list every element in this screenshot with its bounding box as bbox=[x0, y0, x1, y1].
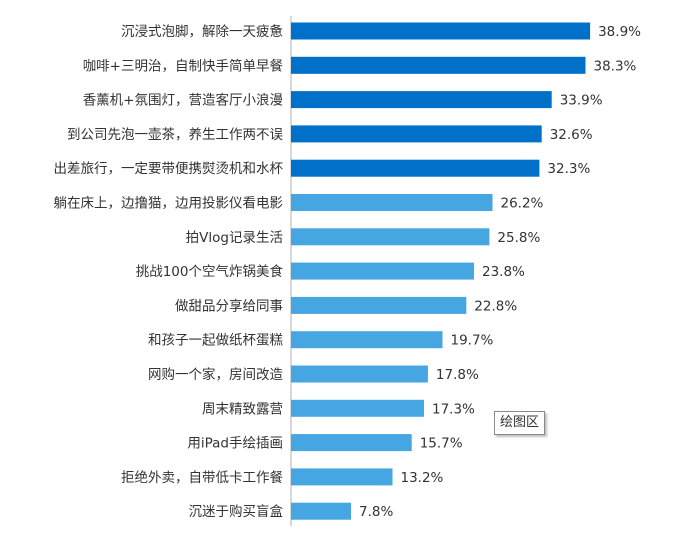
plot-area-tooltip: 绘图区 bbox=[494, 411, 546, 435]
value-label: 38.3% bbox=[594, 58, 637, 74]
value-label: 17.3% bbox=[432, 401, 475, 417]
bar bbox=[291, 125, 542, 143]
category-label: 用iPad手绘插画 bbox=[187, 436, 283, 452]
value-label: 26.2% bbox=[501, 196, 544, 212]
value-label: 33.9% bbox=[560, 93, 603, 109]
bar bbox=[291, 468, 393, 486]
bar bbox=[291, 56, 586, 74]
bar bbox=[291, 434, 412, 452]
value-label: 15.7% bbox=[420, 436, 463, 452]
bar bbox=[291, 399, 424, 417]
category-label: 沉迷于购买盲盒 bbox=[189, 503, 284, 520]
bar bbox=[291, 194, 493, 211]
value-label: 32.3% bbox=[547, 161, 590, 177]
value-label: 19.7% bbox=[451, 333, 494, 349]
bar bbox=[291, 228, 490, 246]
category-label: 拍Vlog记录生活 bbox=[186, 230, 283, 246]
value-label: 38.9% bbox=[598, 24, 641, 40]
bar bbox=[291, 331, 443, 349]
bar bbox=[291, 296, 467, 314]
value-label: 17.8% bbox=[436, 367, 479, 383]
category-label: 和孩子一起做纸杯蛋糕 bbox=[148, 333, 283, 349]
value-label: 7.8% bbox=[359, 504, 393, 520]
category-label: 沉浸式泡脚，解除一天疲惫 bbox=[121, 23, 283, 40]
category-label: 出差旅行，一定要带便携熨烫机和水杯 bbox=[54, 161, 284, 177]
category-label: 做甜品分享给同事 bbox=[175, 297, 283, 314]
category-label: 咖啡+三明治，自制快手简单早餐 bbox=[83, 57, 284, 74]
category-label: 周末精致露营 bbox=[202, 401, 283, 417]
bar bbox=[291, 91, 552, 109]
bar bbox=[291, 365, 428, 383]
value-label: 13.2% bbox=[401, 470, 444, 486]
bar bbox=[291, 262, 474, 280]
category-label: 网购一个家，房间改造 bbox=[148, 366, 283, 383]
value-label: 23.8% bbox=[482, 264, 525, 280]
category-label: 挑战100个空气炸锅美食 bbox=[136, 263, 284, 280]
bar bbox=[291, 502, 351, 520]
value-label: 32.6% bbox=[550, 127, 593, 143]
value-label: 25.8% bbox=[497, 230, 540, 246]
bar bbox=[291, 159, 540, 177]
category-label: 拒绝外卖，自带低卡工作餐 bbox=[121, 470, 283, 486]
value-label: 22.8% bbox=[474, 298, 517, 314]
bar bbox=[291, 22, 591, 40]
category-label: 到公司先泡一壶茶，养生工作两不误 bbox=[67, 127, 283, 143]
category-label: 躺在床上，边撸猫，边用投影仪看电影 bbox=[54, 196, 284, 212]
category-label: 香薰机+氛围灯，营造客厅小浪漫 bbox=[83, 92, 283, 109]
